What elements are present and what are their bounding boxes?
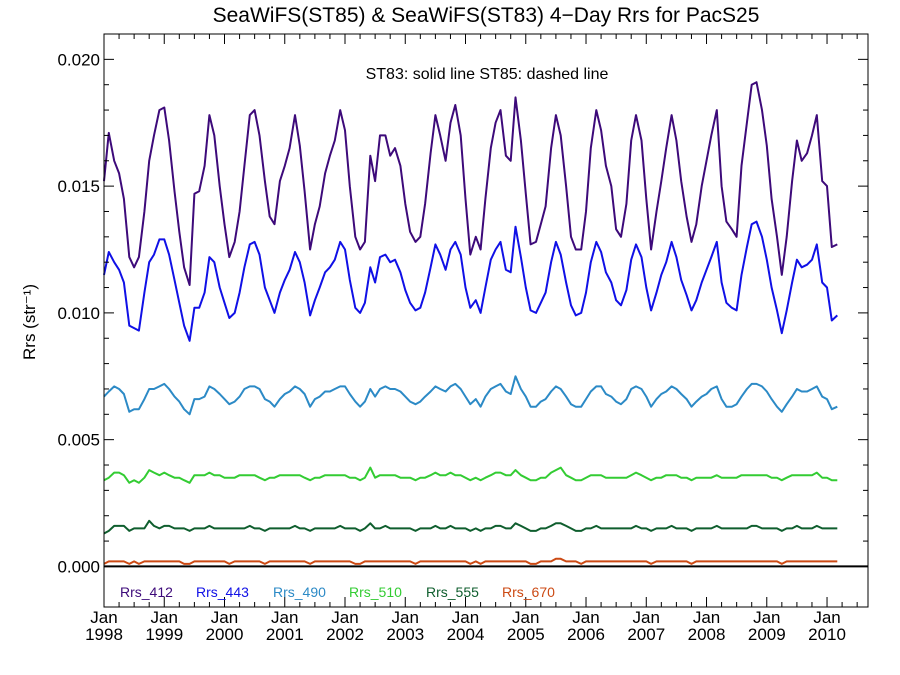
x-tick-month-label: Jan xyxy=(211,608,238,627)
legend: Rrs_412 Rrs_443 Rrs_490 Rrs_510 Rrs_555 Rrs_6… xyxy=(120,584,555,600)
y-tick-label: 0.020 xyxy=(57,50,100,69)
series-line-rrs-510 xyxy=(103,466,838,484)
x-tick-year-label: 2009 xyxy=(748,625,786,644)
y-tick-label: 0.015 xyxy=(57,177,100,196)
legend-entry-rrs-443: Rrs_443 xyxy=(196,584,249,600)
axes-layer: 0.0000.0050.0100.0150.020Jan1998Jan1999J… xyxy=(57,34,868,644)
x-tick-month-label: Jan xyxy=(753,608,780,627)
series-layer xyxy=(103,81,838,565)
x-tick-year-label: 1998 xyxy=(85,625,123,644)
x-tick-year-label: 2005 xyxy=(507,625,545,644)
x-tick-year-label: 2004 xyxy=(447,625,485,644)
legend-entry-rrs-670: Rrs_670 xyxy=(502,584,555,600)
x-tick-year-label: 2003 xyxy=(386,625,424,644)
x-tick-year-label: 2000 xyxy=(206,625,244,644)
line-style-annotation: ST83: solid line ST85: dashed line xyxy=(366,66,609,83)
x-tick-month-label: Jan xyxy=(392,608,419,627)
x-tick-month-label: Jan xyxy=(572,608,599,627)
y-axis-label: Rrs (str⁻¹) xyxy=(20,284,39,360)
legend-entry-rrs-510: Rrs_510 xyxy=(349,584,402,600)
x-tick-month-label: Jan xyxy=(331,608,358,627)
series-line-rrs-490 xyxy=(103,375,838,416)
x-tick-year-label: 2002 xyxy=(326,625,364,644)
x-tick-year-label: 2010 xyxy=(808,625,846,644)
x-tick-month-label: Jan xyxy=(90,608,117,627)
x-tick-month-label: Jan xyxy=(452,608,479,627)
x-tick-month-label: Jan xyxy=(693,608,720,627)
legend-entry-rrs-555: Rrs_555 xyxy=(426,584,479,600)
y-tick-label: 0.010 xyxy=(57,304,100,323)
x-tick-month-label: Jan xyxy=(813,608,840,627)
x-tick-month-label: Jan xyxy=(512,608,539,627)
series-line-rrs-412 xyxy=(103,81,838,286)
legend-entry-rrs-490: Rrs_490 xyxy=(273,584,326,600)
x-tick-month-label: Jan xyxy=(151,608,178,627)
series-line-rrs-443 xyxy=(103,220,838,342)
series-line-rrs-670 xyxy=(103,557,838,565)
x-tick-year-label: 2008 xyxy=(688,625,726,644)
x-tick-month-label: Jan xyxy=(633,608,660,627)
x-tick-month-label: Jan xyxy=(271,608,298,627)
y-tick-label: 0.000 xyxy=(57,557,100,576)
series-line-rrs-555 xyxy=(103,519,838,535)
x-tick-year-label: 1999 xyxy=(145,625,183,644)
x-tick-year-label: 2006 xyxy=(567,625,605,644)
chart-title: SeaWiFS(ST85) & SeaWiFS(ST83) 4−Day Rrs … xyxy=(213,4,760,27)
legend-entry-rrs-412: Rrs_412 xyxy=(120,584,173,600)
y-tick-label: 0.005 xyxy=(57,431,100,450)
plot-frame xyxy=(103,33,869,608)
x-tick-year-label: 2001 xyxy=(266,625,304,644)
x-tick-year-label: 2007 xyxy=(627,625,665,644)
